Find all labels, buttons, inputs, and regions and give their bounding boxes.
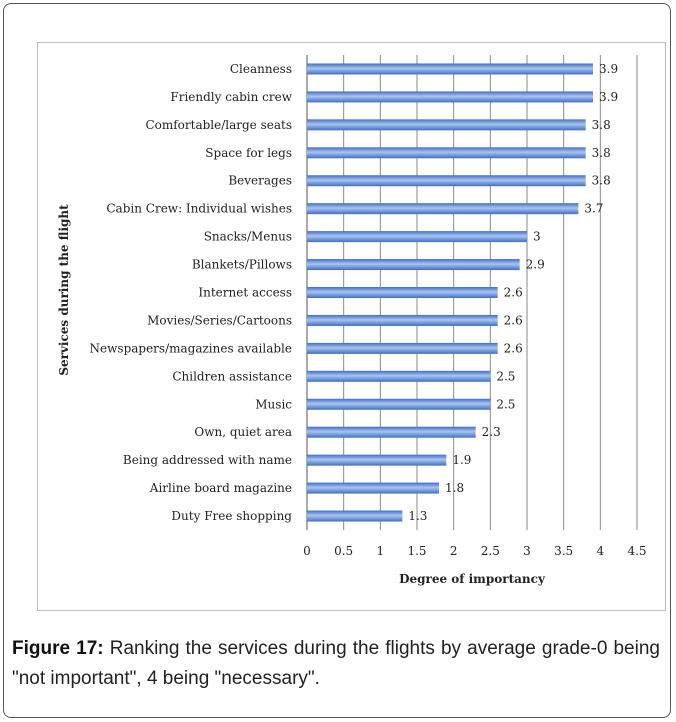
x-tick-label: 1.5 xyxy=(407,544,426,558)
category-label: Beverages xyxy=(228,174,292,188)
bar xyxy=(307,119,586,131)
value-label: 2.9 xyxy=(526,258,545,272)
category-label: Comfortable/large seats xyxy=(145,118,292,132)
bar xyxy=(307,482,439,494)
value-label: 3 xyxy=(533,230,541,244)
bar xyxy=(307,314,498,326)
category-label: Newspapers/magazines available xyxy=(90,341,292,355)
x-tick-label: 0.5 xyxy=(334,544,353,558)
x-tick-label: 0 xyxy=(303,544,311,558)
bar xyxy=(307,287,498,298)
figure-caption: Figure 17: Ranking the services during t… xyxy=(12,634,660,694)
category-label: Snacks/Menus xyxy=(204,230,292,244)
value-label: 2.6 xyxy=(504,341,523,355)
category-label: Blankets/Pillows xyxy=(192,258,292,272)
value-label: 1.3 xyxy=(408,509,427,523)
value-label: 2.5 xyxy=(496,369,515,383)
category-label: Cleanness xyxy=(230,62,292,76)
value-label: 3.9 xyxy=(599,90,618,104)
category-label: Space for legs xyxy=(205,146,292,160)
category-label: Children assistance xyxy=(172,369,292,383)
bars xyxy=(307,63,593,522)
x-tick-label: 4 xyxy=(597,544,605,558)
bar xyxy=(307,259,520,271)
bar xyxy=(307,426,476,438)
category-label: Duty Free shopping xyxy=(171,509,292,523)
labels: 0 0.5 1 1.5 2 2.5 3 3.5 4 4.5 Cleanness 3.9 Friendly… xyxy=(90,62,647,558)
x-tick-label: 1 xyxy=(377,544,385,558)
value-label: 3.7 xyxy=(584,202,603,216)
category-label: Music xyxy=(255,397,292,411)
bar xyxy=(307,91,593,103)
category-label: Being addressed with name xyxy=(123,453,292,467)
bar xyxy=(307,398,491,410)
category-label: Cabin Crew: Individual wishes xyxy=(106,202,292,216)
x-tick-label: 3 xyxy=(523,544,531,558)
value-label: 3.8 xyxy=(592,174,611,188)
value-label: 1.8 xyxy=(445,481,464,495)
value-label: 2.5 xyxy=(496,397,515,411)
x-tick-label: 2 xyxy=(450,544,458,558)
bar xyxy=(307,63,593,75)
caption-text: Ranking the services during the flights … xyxy=(12,638,660,689)
category-label: Airline board magazine xyxy=(149,481,292,495)
bar xyxy=(307,231,527,243)
category-label: Internet access xyxy=(198,286,292,300)
y-axis-title: Services during the flight xyxy=(57,204,71,376)
x-tick-label: 4.5 xyxy=(627,544,646,558)
figure-label: Figure 17: xyxy=(12,638,104,659)
x-axis-title: Degree of importancy xyxy=(399,572,546,586)
value-label: 2.6 xyxy=(504,286,523,300)
bar xyxy=(307,203,579,215)
value-label: 2.3 xyxy=(482,425,501,439)
bar xyxy=(307,510,403,522)
value-label: 3.8 xyxy=(592,146,611,160)
value-label: 2.6 xyxy=(504,313,523,327)
category-label: Friendly cabin crew xyxy=(170,90,292,104)
x-tick-label: 2.5 xyxy=(481,544,500,558)
category-label: Own, quiet area xyxy=(194,425,292,439)
bar xyxy=(307,454,447,466)
value-label: 3.9 xyxy=(599,62,618,76)
value-label: 3.8 xyxy=(592,118,611,132)
bar xyxy=(307,175,586,187)
value-label: 1.9 xyxy=(452,453,471,467)
bar xyxy=(307,370,491,382)
bar xyxy=(307,342,498,354)
x-tick-label: 3.5 xyxy=(554,544,573,558)
bar-chart: 0 0.5 1 1.5 2 2.5 3 3.5 4 4.5 Cleanness 3.9 Friendly… xyxy=(57,55,647,586)
category-label: Movies/Series/Cartoons xyxy=(147,313,292,327)
bar xyxy=(307,147,586,159)
